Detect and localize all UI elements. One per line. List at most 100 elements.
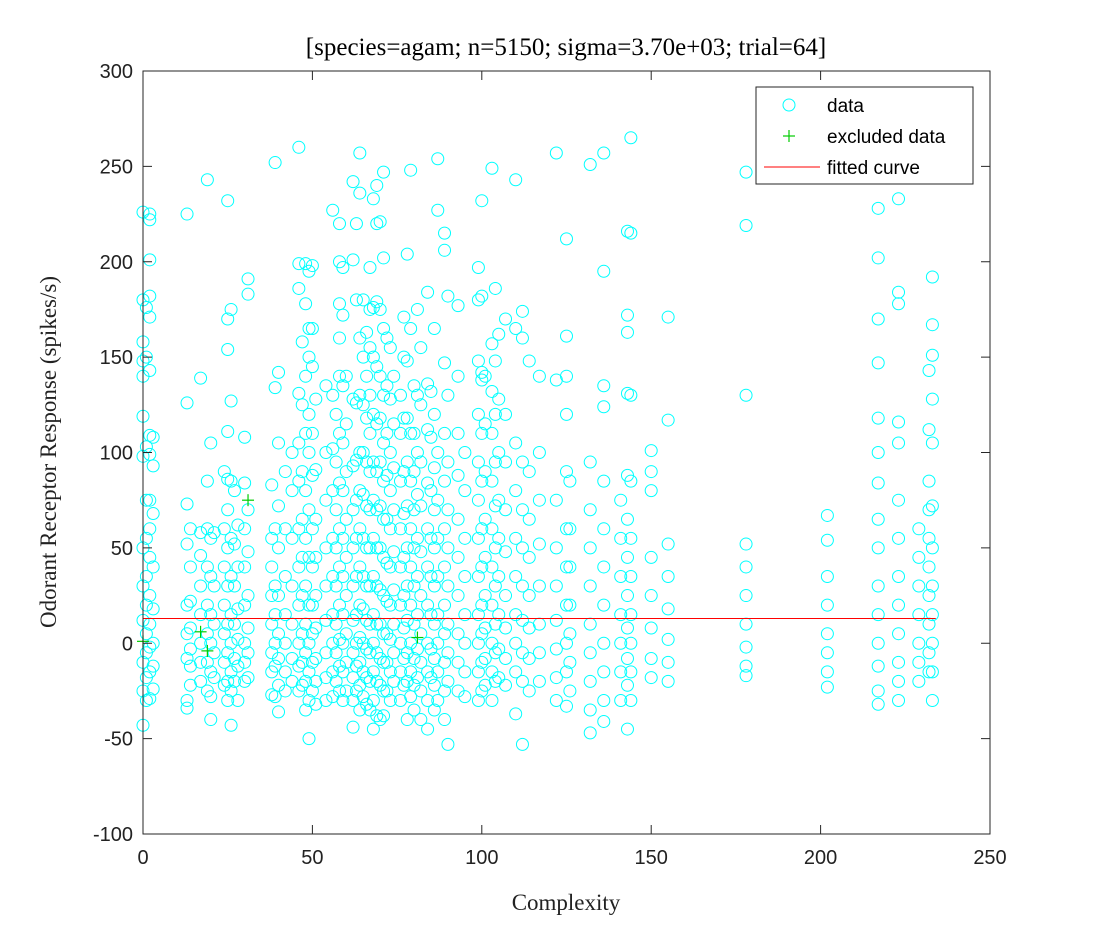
data-point xyxy=(925,499,939,513)
data-point xyxy=(431,636,445,650)
data-point xyxy=(302,407,316,421)
data-point xyxy=(295,335,309,349)
data-point xyxy=(563,655,577,669)
data-point xyxy=(309,621,323,635)
data-point xyxy=(377,388,391,402)
data-point xyxy=(431,569,445,583)
data-point xyxy=(583,726,597,740)
data-point xyxy=(441,388,455,402)
data-point xyxy=(414,627,428,641)
data-point xyxy=(739,560,753,574)
data-point xyxy=(339,589,353,603)
data-point xyxy=(661,655,675,669)
data-point xyxy=(292,636,306,650)
data-point xyxy=(366,455,380,469)
data-point xyxy=(410,302,424,316)
data-point xyxy=(620,621,634,635)
data-point xyxy=(661,537,675,551)
data-point xyxy=(326,203,340,217)
data-point xyxy=(139,569,153,583)
data-point xyxy=(299,531,313,545)
data-point xyxy=(200,627,214,641)
data-point xyxy=(339,512,353,526)
data-point xyxy=(451,589,465,603)
data-point xyxy=(892,674,906,688)
data-point xyxy=(414,455,428,469)
data-point xyxy=(644,465,658,479)
data-point xyxy=(204,608,218,622)
data-point xyxy=(339,684,353,698)
data-point xyxy=(451,655,465,669)
data-point xyxy=(597,598,611,612)
data-point xyxy=(661,602,675,616)
data-point xyxy=(393,522,407,536)
data-point xyxy=(912,636,926,650)
data-point xyxy=(336,531,350,545)
data-point xyxy=(871,697,885,711)
data-point xyxy=(478,550,492,564)
data-point xyxy=(302,693,316,707)
data-point xyxy=(349,531,363,545)
data-point xyxy=(353,598,367,612)
data-point xyxy=(912,655,926,669)
data-point xyxy=(441,541,455,555)
data-point xyxy=(272,589,286,603)
data-point xyxy=(207,671,221,685)
data-point xyxy=(377,165,391,179)
data-point xyxy=(146,659,160,673)
data-point xyxy=(146,459,160,473)
data-point xyxy=(336,379,350,393)
data-point xyxy=(346,720,360,734)
data-point xyxy=(485,522,499,536)
data-point xyxy=(380,426,394,440)
data-point xyxy=(143,522,157,536)
data-point xyxy=(560,329,573,343)
data-point xyxy=(424,484,438,498)
data-point xyxy=(644,444,658,458)
data-point xyxy=(204,636,218,650)
data-point xyxy=(278,608,292,622)
data-point xyxy=(404,426,418,440)
x-tick-label: 50 xyxy=(301,847,323,869)
data-point xyxy=(560,560,573,574)
excluded-data-point xyxy=(242,494,255,507)
data-point xyxy=(407,703,421,717)
data-point xyxy=(820,598,834,612)
data-point xyxy=(560,665,573,679)
data-point xyxy=(373,302,387,316)
data-point xyxy=(326,531,340,545)
data-point xyxy=(143,363,157,377)
data-point xyxy=(400,713,414,727)
y-tick-label: 200 xyxy=(100,252,133,274)
data-point xyxy=(438,426,452,440)
data-point xyxy=(383,522,397,536)
data-point xyxy=(912,608,926,622)
data-point xyxy=(441,646,455,660)
data-point xyxy=(427,407,441,421)
data-point xyxy=(563,684,577,698)
data-point xyxy=(353,655,367,669)
data-point xyxy=(224,302,238,316)
data-point xyxy=(661,413,675,427)
data-point xyxy=(333,684,346,698)
data-point xyxy=(492,569,506,583)
data-point xyxy=(194,371,208,385)
data-point xyxy=(597,665,611,679)
data-point xyxy=(451,369,465,383)
data-point xyxy=(238,430,252,444)
data-point xyxy=(492,392,506,406)
data-point xyxy=(373,713,387,727)
data-point xyxy=(380,556,394,570)
data-point xyxy=(892,598,906,612)
data-point xyxy=(143,589,157,603)
data-point xyxy=(143,253,157,267)
data-point xyxy=(522,512,536,526)
data-point xyxy=(333,522,346,536)
data-point xyxy=(925,665,939,679)
data-point xyxy=(509,531,523,545)
data-point xyxy=(871,608,885,622)
data-point xyxy=(180,537,194,551)
data-point xyxy=(383,446,397,459)
data-point xyxy=(488,281,502,295)
data-point xyxy=(421,476,435,490)
